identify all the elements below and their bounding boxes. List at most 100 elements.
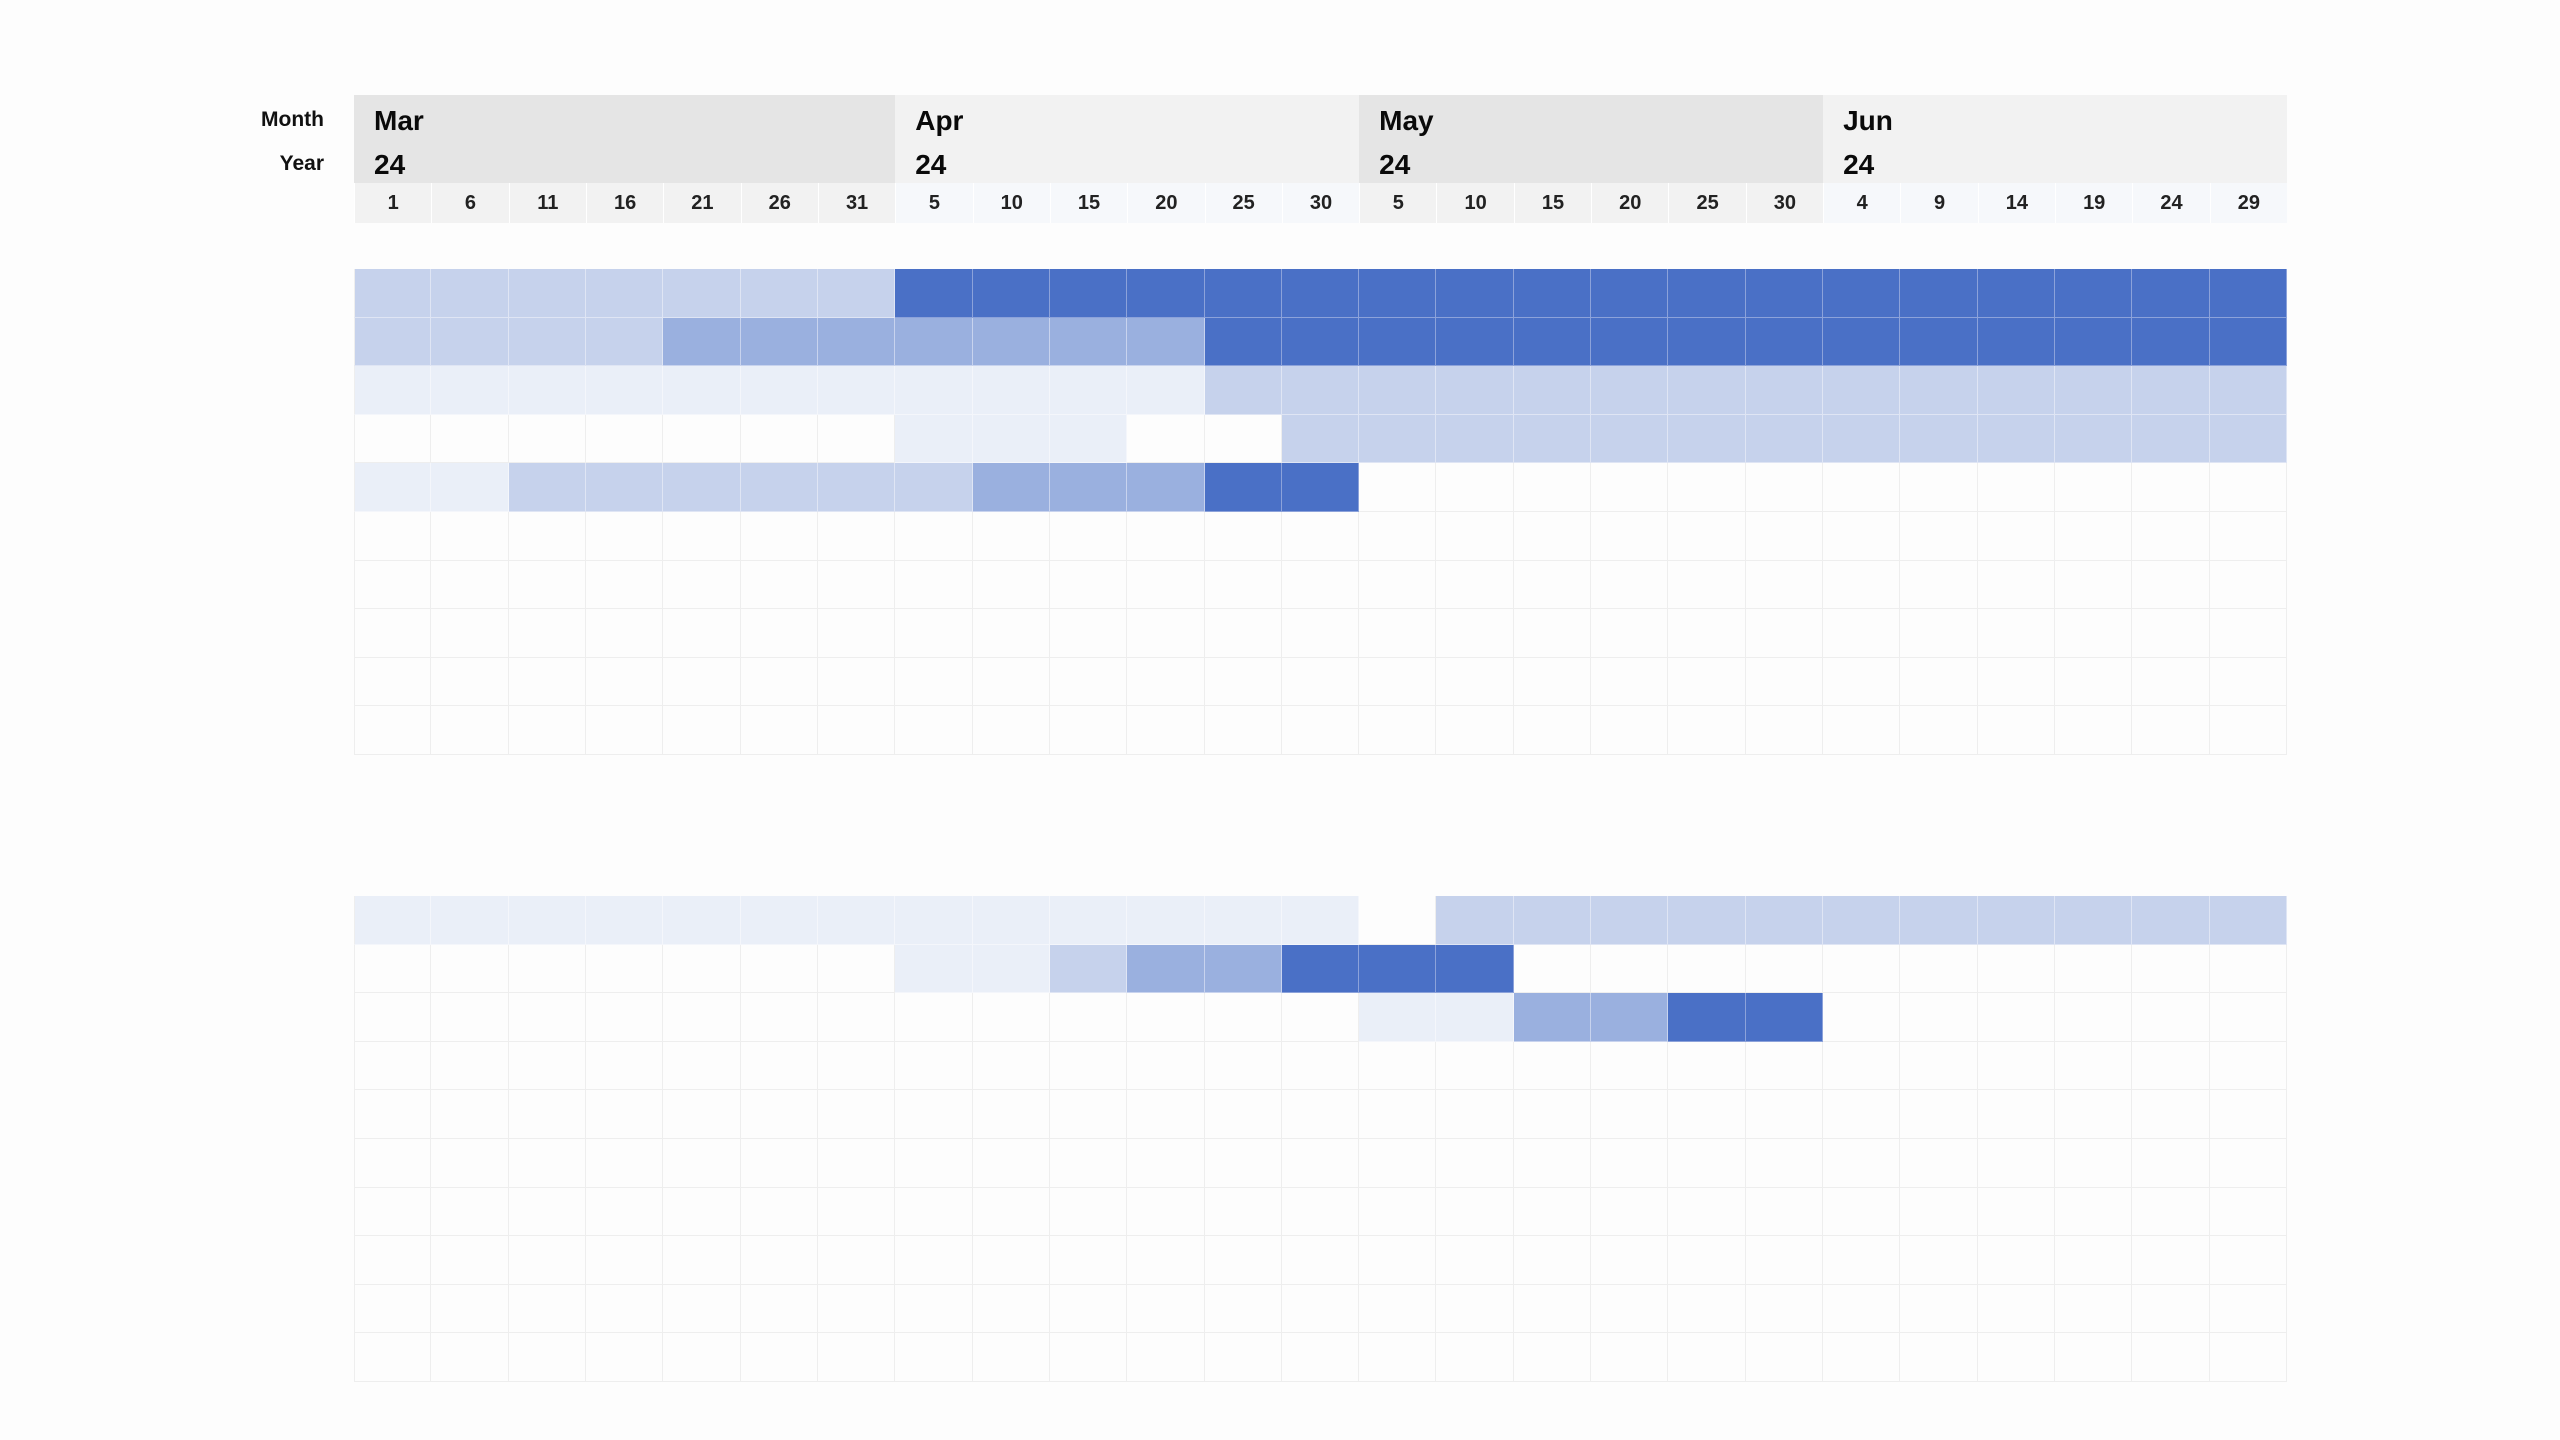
heatmap-cell: [817, 1333, 896, 1382]
heatmap-cell: [354, 993, 432, 1042]
heatmap-cell: [1049, 1090, 1128, 1139]
heatmap-cell: [1204, 317, 1282, 367]
heatmap-cell: [1281, 896, 1360, 945]
heatmap-cell: [585, 609, 664, 658]
heatmap-cell: [817, 609, 896, 658]
heatmap-cell: [1127, 317, 1205, 367]
heatmap-cell: [1591, 463, 1669, 512]
heatmap-cell: [1900, 269, 1978, 318]
heatmap-cell: [354, 366, 432, 415]
heatmap-cell: [1513, 317, 1592, 367]
day-label: 16: [585, 183, 664, 223]
heatmap-cell: [1436, 609, 1514, 658]
heatmap-cell: [663, 463, 741, 512]
heatmap-cell: [431, 1284, 509, 1334]
heatmap-cell: [1204, 944, 1282, 994]
heatmap-cell: [1049, 1333, 1128, 1382]
heatmap-cell: [1436, 944, 1514, 994]
heatmap-cell: [1281, 1139, 1360, 1188]
heatmap-cell: [1127, 1090, 1205, 1139]
heatmap-cell: [1591, 1333, 1669, 1382]
heatmap-cell: [508, 414, 586, 464]
heatmap-cell: [1900, 657, 1978, 707]
heatmap-cell: [1823, 896, 1901, 945]
heatmap-cell: [663, 366, 741, 415]
heatmap-cell: [2132, 1041, 2210, 1091]
heatmap-cell: [2055, 944, 2133, 994]
heatmap-cell: [1049, 944, 1128, 994]
heatmap-cell: [1359, 1236, 1437, 1285]
heatmap-cell: [663, 609, 741, 658]
heatmap-cell: [1049, 560, 1128, 610]
heatmap-cell: [1977, 657, 2056, 707]
heatmap-cell: [663, 1284, 741, 1334]
heatmap-cell: [354, 1090, 432, 1139]
heatmap-cell: [972, 463, 1050, 512]
heatmap-cell: [2209, 1187, 2287, 1237]
heatmap-cell: [1668, 944, 1746, 994]
heatmap-cell: [1049, 414, 1128, 464]
heatmap-cell: [663, 657, 741, 707]
heatmap-cell: [1823, 706, 1901, 755]
heatmap-cell: [895, 993, 973, 1042]
heatmap-cell: [1668, 993, 1746, 1042]
heatmap-cell: [895, 944, 973, 994]
heatmap-cell: [431, 609, 509, 658]
heatmap-cell: [2132, 896, 2210, 945]
heatmap-cell: [2209, 1139, 2287, 1188]
heatmap-cell: [508, 317, 586, 367]
heatmap-cell: [1359, 366, 1437, 415]
heatmap-cell: [585, 414, 664, 464]
heatmap-cell: [2132, 1236, 2210, 1285]
day-label: 20: [1127, 183, 1205, 223]
heatmap-cell: [817, 366, 896, 415]
heatmap-cell: [508, 657, 586, 707]
heatmap-cell: [1359, 609, 1437, 658]
heatmap-cell: [663, 317, 741, 367]
heatmap-cell: [1204, 512, 1282, 561]
heatmap-cell: [663, 512, 741, 561]
heatmap-cell: [1977, 993, 2056, 1042]
heatmap-cell: [1436, 1284, 1514, 1334]
heatmap-cell: [2055, 463, 2133, 512]
heatmap-cell: [1900, 463, 1978, 512]
heatmap-cell: [1513, 1041, 1592, 1091]
heatmap-cell: [895, 1236, 973, 1285]
heatmap-cell: [1513, 657, 1592, 707]
heatmap-cell: [431, 317, 509, 367]
heatmap-cell: [1591, 512, 1669, 561]
heatmap-cell: [585, 1139, 664, 1188]
heatmap-cell: [740, 560, 818, 610]
heatmap-cell: [1049, 1236, 1128, 1285]
month-year: 24: [374, 149, 406, 180]
heatmap-cell: [354, 1187, 432, 1237]
heatmap-cell: [1745, 1090, 1824, 1139]
heatmap-cell: [431, 1041, 509, 1091]
heatmap-cell: [1745, 1236, 1824, 1285]
heatmap-cell: [1204, 609, 1282, 658]
heatmap-cell: [1823, 414, 1901, 464]
day-label: 1: [354, 183, 432, 223]
heatmap-cell: [1513, 1090, 1592, 1139]
heatmap-cell: [2055, 560, 2133, 610]
heatmap-cell: [972, 1090, 1050, 1139]
heatmap-cell: [1204, 1333, 1282, 1382]
heatmap-cell: [1823, 317, 1901, 367]
heatmap-cell: [2055, 609, 2133, 658]
heatmap-cell: [895, 512, 973, 561]
heatmap-cell: [1513, 366, 1592, 415]
heatmap-cell: [2132, 512, 2210, 561]
heatmap-cell: [2132, 609, 2210, 658]
heatmap-cell: [1513, 512, 1592, 561]
heatmap-cell: [1977, 1333, 2056, 1382]
heatmap-cell: [2132, 1139, 2210, 1188]
heatmap-cell: [740, 1236, 818, 1285]
heatmap-cell: [2209, 706, 2287, 755]
heatmap-cell: [1900, 317, 1978, 367]
heatmap-cell: [740, 366, 818, 415]
heatmap-cell: [972, 269, 1050, 318]
heatmap-cell: [817, 560, 896, 610]
heatmap-cell: [2132, 366, 2210, 415]
heatmap-cell: [740, 1139, 818, 1188]
heatmap-cell: [663, 1236, 741, 1285]
